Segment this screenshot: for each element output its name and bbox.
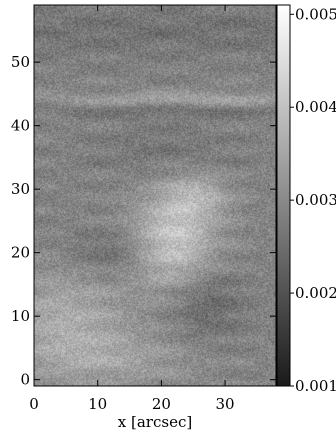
colorbar-tick-label: 0.002 <box>295 284 336 302</box>
x-axis-title: x [arcsec] <box>118 413 192 431</box>
x-tick-label: 10 <box>88 395 107 413</box>
y-tick-label: 10 <box>11 307 30 325</box>
x-axis-ticks: 0 10 20 30 <box>29 5 235 413</box>
y-tick-label: 50 <box>11 53 30 71</box>
heatmap-raster <box>34 5 276 386</box>
heatmap-image <box>34 5 276 386</box>
y-tick-label: 0 <box>20 371 30 389</box>
y-tick-label: 30 <box>11 180 30 198</box>
colorbar-tick-label: 0.004 <box>295 98 336 116</box>
colorbar-ticks: 0.001 0.002 0.003 0.004 0.005 <box>290 5 336 395</box>
colorbar-tick-label: 0.005 <box>295 5 336 23</box>
x-tick-label: 30 <box>216 395 235 413</box>
colorbar-tick-label: 0.003 <box>295 191 336 209</box>
colorbar <box>276 4 291 387</box>
x-tick-label: 0 <box>29 395 39 413</box>
y-axis-ticks: 0 10 20 30 40 50 <box>11 53 276 389</box>
plot-frame <box>33 4 277 387</box>
colorbar-tick-label: 0.001 <box>295 377 336 395</box>
y-tick-label: 40 <box>11 117 30 135</box>
x-tick-label: 20 <box>152 395 171 413</box>
y-tick-label: 20 <box>11 244 30 262</box>
